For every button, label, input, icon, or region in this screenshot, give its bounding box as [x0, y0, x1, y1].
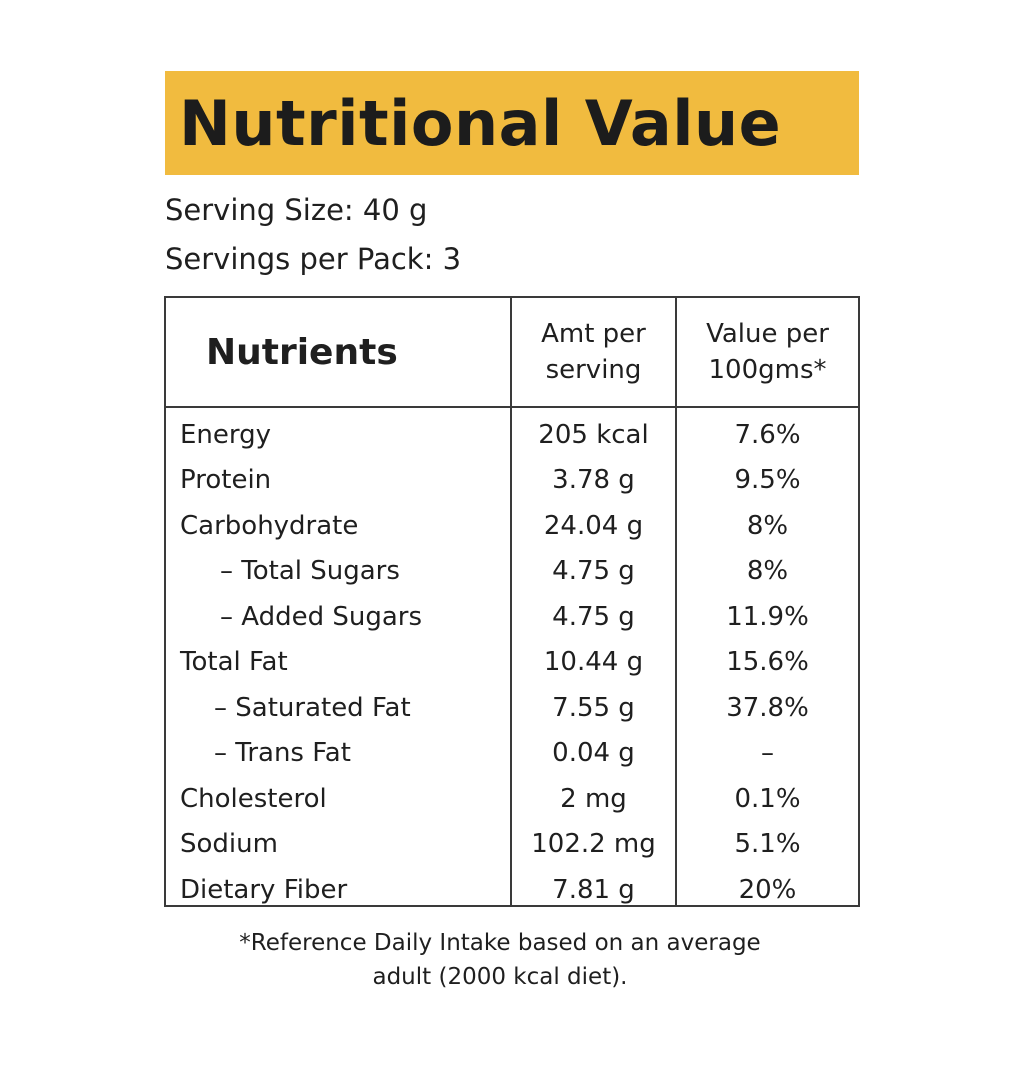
nutrient-amount: 24.04 g: [543, 510, 644, 541]
nutrient-amount: 0.04 g: [552, 738, 635, 769]
table-row: Sodium 102.2 mg 5.1%: [166, 822, 858, 868]
nutrient-name: – Total Sugars: [220, 556, 400, 587]
nutrient-name: – Added Sugars: [220, 601, 423, 632]
nutrient-name: Sodium: [180, 829, 278, 860]
nutrient-name: Protein: [180, 465, 272, 496]
nutrient-value: 5.1%: [734, 829, 801, 860]
servings-per-pack: Servings per Pack: 3: [165, 242, 462, 276]
page-title: Nutritional Value: [179, 86, 782, 160]
nutrient-value: 37.8%: [726, 692, 809, 723]
nutrition-table: Nutrients Amt per serving Value per 100g…: [164, 296, 860, 907]
nutrient-name: – Saturated Fat: [214, 692, 411, 723]
serving-size: Serving Size: 40 g: [165, 193, 428, 227]
nutrient-amount: 2 mg: [560, 783, 627, 814]
table-row: – Saturated Fat 7.55 g 37.8%: [166, 685, 858, 731]
nutrient-value: 11.9%: [726, 601, 809, 632]
footnote-line2: adult (2000 kcal diet).: [372, 964, 628, 990]
table-row: – Trans Fat 0.04 g –: [166, 731, 858, 777]
header-value-line1: Value per: [706, 319, 829, 349]
table-row: – Total Sugars 4.75 g 8%: [166, 549, 858, 595]
nutrient-name: – Trans Fat: [214, 738, 351, 769]
header-amount: Amt per serving: [512, 298, 675, 406]
nutrient-value: –: [761, 738, 774, 769]
nutrient-amount: 205 kcal: [538, 419, 649, 450]
nutrient-name: Cholesterol: [180, 783, 327, 814]
nutrient-amount: 3.78 g: [552, 465, 635, 496]
header-nutrients: Nutrients: [166, 298, 510, 406]
nutrient-name: Carbohydrate: [180, 510, 359, 541]
nutrient-amount: 10.44 g: [543, 647, 644, 678]
footnote: *Reference Daily Intake based on an aver…: [150, 926, 850, 994]
nutrient-value: 20%: [738, 874, 797, 905]
title-banner: Nutritional Value: [165, 71, 859, 175]
table-row: – Added Sugars 4.75 g 11.9%: [166, 594, 858, 640]
header-value-line2: 100gms*: [708, 355, 827, 385]
header-divider: [166, 406, 858, 408]
nutrient-name: Dietary Fiber: [180, 874, 348, 905]
header-amount-line1: Amt per: [541, 319, 646, 349]
column-divider: [675, 298, 677, 905]
nutrient-amount: 102.2 mg: [531, 829, 656, 860]
table-row: Total Fat 10.44 g 15.6%: [166, 640, 858, 686]
column-divider: [510, 298, 512, 905]
header-value: Value per 100gms*: [677, 298, 858, 406]
nutrient-value: 8%: [746, 510, 789, 541]
nutrient-amount: 7.55 g: [552, 692, 635, 723]
header-nutrients-label: Nutrients: [206, 331, 398, 373]
nutrient-value: 0.1%: [734, 783, 801, 814]
table-row: Carbohydrate 24.04 g 8%: [166, 503, 858, 549]
nutrient-value: 8%: [746, 556, 789, 587]
nutrient-name: Energy: [180, 419, 272, 450]
footnote-line1: *Reference Daily Intake based on an aver…: [239, 930, 761, 956]
nutrient-value: 7.6%: [734, 419, 801, 450]
table-row: Dietary Fiber 7.81 g 20%: [166, 867, 858, 913]
nutrient-amount: 4.75 g: [552, 601, 635, 632]
nutrient-amount: 4.75 g: [552, 556, 635, 587]
table-row: Cholesterol 2 mg 0.1%: [166, 776, 858, 822]
nutrient-name: Total Fat: [180, 647, 288, 678]
nutrient-value: 15.6%: [726, 647, 809, 678]
table-row: Energy 205 kcal 7.6%: [166, 412, 858, 458]
table-row: Protein 3.78 g 9.5%: [166, 458, 858, 504]
table-body: Energy 205 kcal 7.6% Protein 3.78 g 9.5%…: [166, 412, 858, 913]
nutrient-amount: 7.81 g: [552, 874, 635, 905]
header-amount-line2: serving: [545, 355, 642, 385]
nutrient-value: 9.5%: [734, 465, 801, 496]
